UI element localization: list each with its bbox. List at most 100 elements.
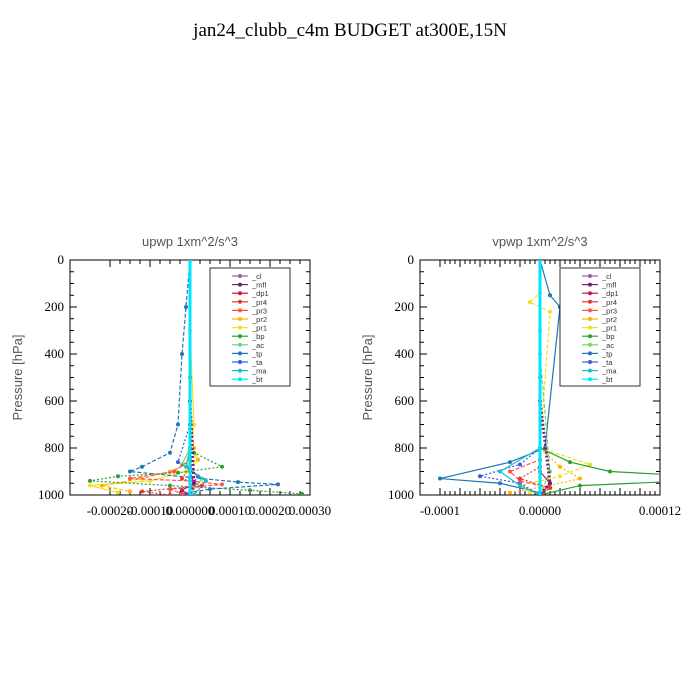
data-point bbox=[128, 476, 132, 481]
y-tick-label: 800 bbox=[395, 440, 415, 455]
legend-marker bbox=[238, 282, 242, 287]
series-line-tp bbox=[129, 260, 279, 495]
y-tick-label: 600 bbox=[395, 393, 415, 408]
data-point bbox=[578, 483, 582, 488]
legend-marker bbox=[588, 299, 592, 304]
legend-label: _dp1 bbox=[251, 289, 269, 298]
data-point bbox=[276, 482, 280, 487]
legend-label: _ac bbox=[601, 341, 614, 350]
figure-title: jan24_clubb_c4m BUDGET at300E,15N bbox=[193, 20, 507, 41]
data-point bbox=[568, 460, 572, 465]
data-point bbox=[100, 483, 104, 488]
x-tick-label: 0.000000 bbox=[166, 503, 215, 518]
data-point bbox=[220, 482, 224, 487]
data-point bbox=[220, 464, 224, 469]
y-tick-label: 400 bbox=[45, 346, 65, 361]
data-point bbox=[128, 489, 132, 494]
legend-label: _bt bbox=[601, 375, 613, 384]
data-point bbox=[508, 460, 512, 465]
data-point bbox=[518, 462, 522, 467]
y-tick-label: 0 bbox=[408, 252, 415, 267]
data-point bbox=[498, 481, 502, 486]
y-tick-label: 0 bbox=[58, 252, 65, 267]
data-point bbox=[196, 457, 200, 462]
legend-label: _bt bbox=[251, 375, 263, 384]
data-point bbox=[188, 493, 192, 495]
legend-marker bbox=[238, 325, 242, 330]
legend-label: _ma bbox=[601, 367, 617, 376]
legend-marker bbox=[238, 360, 242, 364]
data-point bbox=[168, 450, 172, 455]
data-point bbox=[528, 300, 532, 305]
series-line-pr1 bbox=[89, 260, 199, 494]
legend-marker bbox=[238, 334, 242, 339]
legend: _cl_mfl_dp1_pr4_pr3_pr2_pr1_bp_ac_tp_ta_… bbox=[559, 267, 641, 387]
data-point bbox=[558, 464, 562, 469]
x-tick-label: 0.00030 bbox=[289, 503, 331, 518]
data-point bbox=[192, 481, 196, 486]
data-point bbox=[548, 481, 552, 486]
legend-label: _cl bbox=[601, 272, 612, 281]
series-line-mfl bbox=[188, 260, 196, 495]
y-tick-label: 1000 bbox=[388, 487, 414, 502]
data-point bbox=[498, 469, 502, 474]
legend-marker bbox=[588, 368, 592, 373]
series-group bbox=[438, 260, 660, 495]
data-point bbox=[538, 493, 542, 495]
legend-marker bbox=[238, 368, 242, 373]
legend-label: _ma bbox=[251, 367, 267, 376]
data-point bbox=[116, 490, 120, 495]
legend-marker bbox=[588, 317, 592, 321]
legend-marker bbox=[238, 377, 242, 382]
data-point bbox=[608, 469, 612, 474]
legend-box bbox=[559, 267, 641, 387]
x-tick-label: 0.00020 bbox=[249, 503, 291, 518]
data-point bbox=[168, 483, 172, 488]
data-point bbox=[208, 487, 212, 492]
series-line-pr2 bbox=[101, 260, 199, 493]
legend-box bbox=[209, 267, 291, 387]
panel-vpwp: vpwp 1xm^2/s^3 Pressure [hPa] 0 200 400 600 80… bbox=[360, 234, 681, 518]
legend-label: _pr3 bbox=[251, 306, 267, 315]
legend-label: _bp bbox=[251, 332, 265, 341]
x-tick-label: -0.0001 bbox=[420, 503, 460, 518]
data-point bbox=[172, 469, 176, 474]
y-tick-label: 200 bbox=[45, 299, 65, 314]
legend-label: _pr2 bbox=[601, 315, 617, 324]
y-tick-label: 400 bbox=[395, 346, 415, 361]
legend-label: _mfl bbox=[251, 281, 267, 290]
legend-label: _pr4 bbox=[601, 298, 617, 307]
y-axis-label: Pressure [hPa] bbox=[10, 335, 25, 421]
x-tick-label: 0.00012 bbox=[639, 503, 681, 518]
legend-marker bbox=[238, 342, 242, 347]
legend-label: _dp1 bbox=[601, 289, 619, 298]
data-point bbox=[180, 352, 184, 356]
data-point bbox=[184, 305, 188, 309]
series-group bbox=[88, 260, 304, 495]
series-line-pr3 bbox=[129, 260, 223, 495]
legend-marker bbox=[588, 308, 592, 313]
x-tick-label: -0.00020 bbox=[87, 503, 134, 518]
panel-title: vpwp 1xm^2/s^3 bbox=[492, 234, 587, 249]
legend-marker bbox=[588, 377, 592, 382]
data-point bbox=[578, 476, 582, 481]
legend-marker bbox=[238, 274, 242, 278]
legend-marker bbox=[588, 282, 592, 287]
legend-label: _pr1 bbox=[251, 324, 267, 333]
data-point bbox=[200, 483, 204, 488]
data-point bbox=[128, 469, 132, 474]
data-point bbox=[176, 422, 180, 427]
legend-label: _bp bbox=[601, 332, 615, 341]
data-point bbox=[588, 462, 592, 467]
data-point bbox=[116, 474, 120, 479]
data-point bbox=[518, 483, 522, 488]
legend-marker bbox=[588, 291, 592, 296]
legend-label: _tp bbox=[601, 349, 612, 358]
data-point bbox=[140, 489, 144, 494]
legend-marker bbox=[588, 351, 592, 356]
y-axis-label: Pressure [hPa] bbox=[360, 335, 375, 421]
legend-marker bbox=[588, 325, 592, 330]
legend-label: _ac bbox=[251, 341, 264, 350]
panel-title: upwp 1xm^2/s^3 bbox=[142, 234, 238, 249]
